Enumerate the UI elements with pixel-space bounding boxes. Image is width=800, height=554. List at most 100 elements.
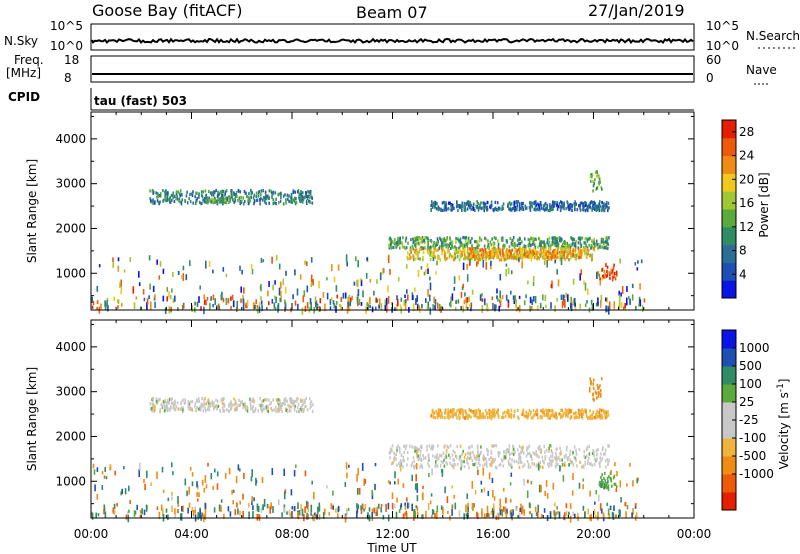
echo-point	[560, 257, 563, 266]
echo-point	[158, 201, 160, 205]
echo-point	[441, 201, 444, 205]
echo-point	[493, 459, 495, 463]
echo-point	[363, 478, 365, 486]
echo-point	[444, 408, 447, 412]
echo-point	[567, 243, 569, 248]
echo-point	[538, 455, 540, 459]
echo-point	[450, 409, 452, 413]
echo-point	[640, 259, 643, 264]
echo-point	[475, 254, 477, 259]
echo-point	[580, 251, 583, 255]
echo-point	[464, 206, 466, 210]
echo-point	[547, 413, 550, 417]
echo-point	[286, 193, 289, 197]
echo-point	[497, 408, 499, 412]
echo-point	[263, 196, 265, 200]
echo-point	[95, 512, 97, 518]
echo-point	[173, 408, 176, 412]
echo-point	[465, 305, 468, 309]
echo-point	[503, 457, 505, 461]
echo-point	[589, 236, 591, 240]
echo-point	[586, 239, 589, 243]
echo-point	[475, 412, 478, 416]
echo-point	[569, 248, 571, 252]
echo-point	[440, 243, 443, 247]
echo-point	[459, 238, 461, 243]
echo-point	[520, 450, 523, 454]
echo-point	[469, 200, 471, 205]
echo-point	[472, 450, 474, 454]
echo-point	[470, 207, 472, 211]
echo-point	[414, 483, 417, 490]
echo-point	[536, 202, 539, 206]
echo-point	[592, 449, 594, 453]
echo-point	[220, 499, 223, 503]
echo-point	[268, 281, 270, 288]
echo-point	[371, 508, 374, 513]
echo-point	[347, 296, 349, 303]
echo-point	[210, 200, 212, 204]
echo-point	[501, 236, 504, 240]
echo-point	[549, 511, 552, 519]
echo-point	[626, 483, 628, 487]
echo-point	[281, 403, 283, 407]
echo-point	[463, 299, 466, 305]
echo-point	[491, 477, 494, 484]
echo-point	[480, 206, 483, 211]
echo-point	[181, 193, 183, 197]
echo-point	[241, 269, 243, 275]
echo-point	[499, 258, 501, 262]
echo-point	[248, 511, 250, 520]
echo-point	[397, 239, 399, 243]
echo-point	[197, 512, 199, 520]
echo-point	[369, 304, 371, 308]
echo-point	[189, 400, 192, 404]
echo-point	[242, 302, 245, 311]
echo-point	[290, 195, 292, 199]
echo-point	[225, 196, 227, 200]
echo-point	[241, 199, 243, 203]
echo-point	[465, 513, 468, 517]
echo-point	[564, 411, 566, 415]
echo-point	[524, 204, 527, 208]
echo-point	[200, 190, 203, 194]
echo-point	[168, 397, 171, 401]
echo-point	[516, 204, 519, 208]
echo-point	[219, 408, 221, 413]
echo-point	[591, 173, 593, 177]
echo-point	[428, 251, 431, 255]
echo-point	[577, 415, 579, 420]
echo-point	[634, 262, 637, 266]
echo-point	[264, 406, 266, 410]
echo-point	[417, 237, 420, 242]
echo-point	[305, 404, 307, 409]
echo-point	[561, 408, 563, 412]
echo-point	[551, 454, 554, 458]
echo-point	[599, 413, 601, 417]
echo-point	[288, 509, 291, 516]
echo-point	[501, 248, 504, 252]
echo-point	[446, 412, 449, 416]
echo-point	[360, 302, 363, 306]
echo-point	[480, 415, 482, 420]
echo-point	[359, 278, 362, 282]
echo-point	[499, 507, 501, 511]
echo-point	[449, 253, 452, 257]
echo-point	[631, 512, 633, 518]
echo-point	[301, 404, 303, 408]
echo-point	[280, 290, 282, 297]
echo-point	[410, 238, 412, 242]
echo-point	[522, 207, 525, 211]
echo-point	[540, 204, 543, 208]
echo-point	[519, 255, 522, 259]
echo-point	[221, 397, 223, 401]
echo-point	[271, 194, 273, 198]
echo-point	[601, 267, 604, 271]
echo-point	[490, 456, 493, 460]
echo-point	[597, 386, 599, 390]
echo-point	[415, 252, 417, 256]
echo-point	[445, 201, 447, 205]
echo-point	[471, 444, 473, 448]
echo-point	[599, 389, 602, 393]
echo-point	[429, 257, 432, 262]
